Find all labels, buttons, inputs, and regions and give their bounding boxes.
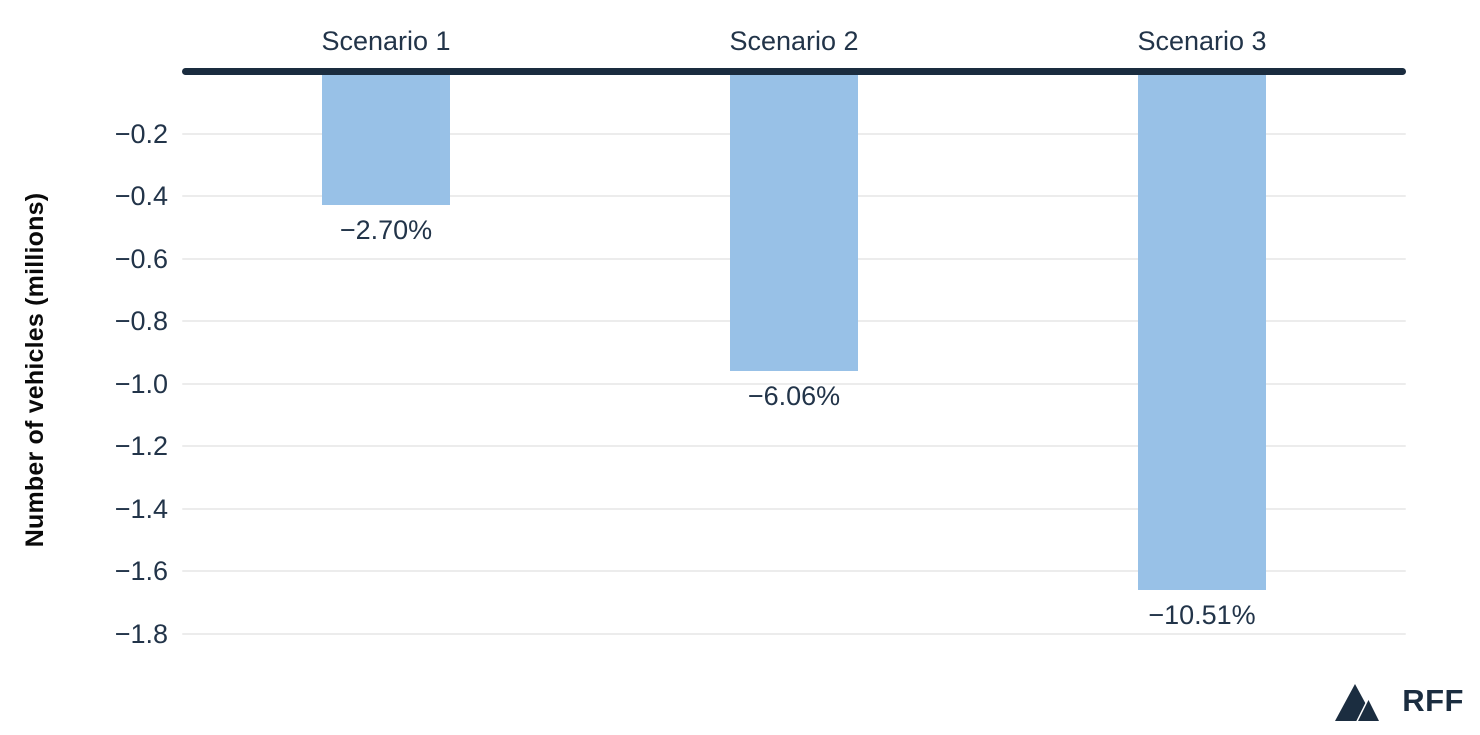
y-tick-label: −1.8	[114, 618, 168, 649]
rff-logo: RFF	[1333, 681, 1464, 721]
y-tick-label: −0.2	[114, 118, 168, 149]
gridline	[182, 507, 1406, 510]
gridline	[182, 445, 1406, 447]
bar	[322, 71, 450, 206]
y-tick-label: −0.4	[114, 181, 168, 211]
y-tick-label: −1.4	[114, 493, 168, 524]
bar	[1138, 71, 1266, 590]
y-tick-label: −1.0	[114, 368, 168, 399]
y-tick-label: −0.6	[114, 243, 168, 274]
mountains-icon	[1335, 684, 1381, 721]
bar-value-label: −6.06%	[747, 381, 841, 411]
zero-axis-line	[182, 68, 1406, 75]
category-label: Scenario 1	[321, 26, 451, 56]
rff-logo-text: RFF	[1402, 683, 1464, 718]
bar-value-label: −10.51%	[1148, 599, 1256, 630]
category-label: Scenario 3	[1137, 26, 1267, 56]
gridline	[182, 632, 1406, 635]
y-tick-label: −0.8	[114, 306, 168, 336]
bar-value-label: −2.70%	[339, 215, 433, 246]
category-label: Scenario 2	[729, 26, 859, 56]
y-tick-label: −1.2	[114, 431, 168, 461]
gridline	[182, 382, 1406, 385]
bar	[730, 71, 858, 371]
gridline	[182, 570, 1406, 572]
y-tick-label: −1.6	[114, 556, 168, 586]
